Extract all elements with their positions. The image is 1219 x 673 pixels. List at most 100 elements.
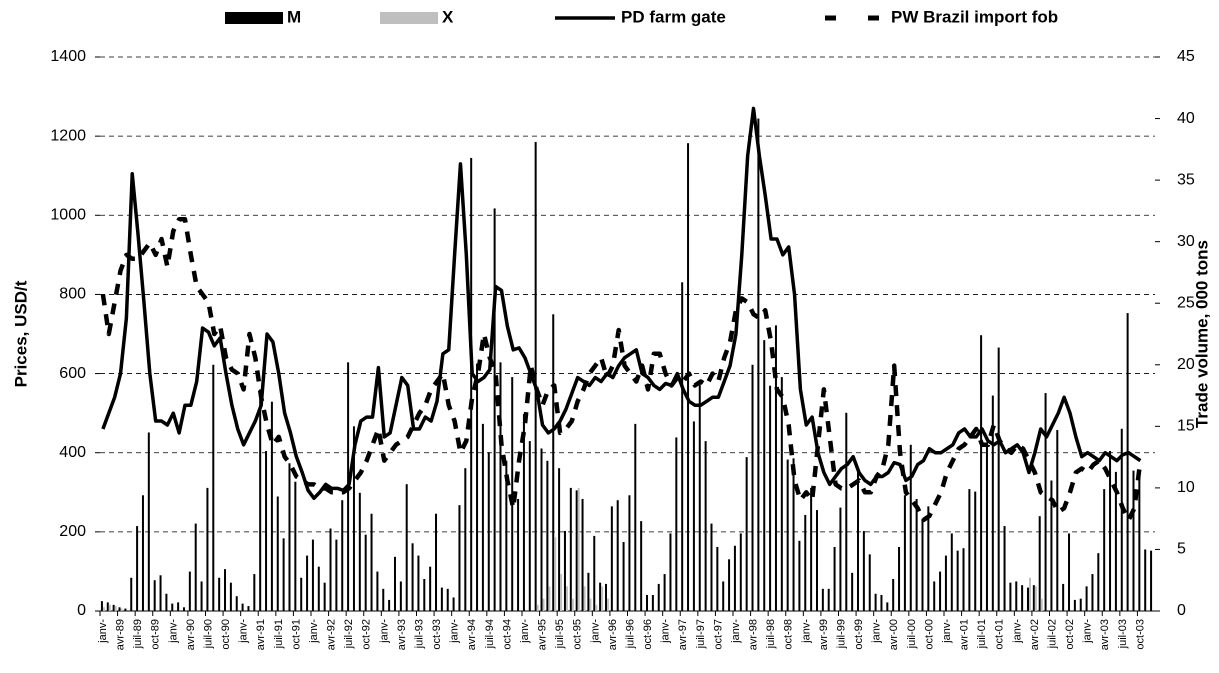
bar [563,530,566,611]
bar [540,448,543,611]
bar [247,606,250,611]
bar [833,546,836,611]
bar [751,364,754,611]
bar [171,603,174,611]
bar [1021,585,1024,611]
x-tick-label: avr-97 [677,619,689,650]
bar [370,513,373,611]
bar [880,594,883,611]
x-tick-label: juil-91 [273,619,285,649]
bar [1028,577,1031,611]
bar [1026,587,1029,611]
bar [733,545,736,611]
x-tick-label: janv- [800,619,812,644]
bar [423,578,426,611]
x-tick-label: oct-92 [361,619,373,650]
y-tick-label: 200 [59,523,86,540]
bar [933,581,936,611]
bar [542,598,545,611]
bar [100,601,103,611]
x-tick-label: avr-01 [959,619,971,650]
bar [604,583,607,611]
x-tick-label: avr-99 [818,619,830,650]
bar [364,534,367,611]
bar [575,490,578,611]
bar [1003,526,1006,611]
bar [411,543,414,611]
x-tick-label: juil-93 [413,619,425,649]
bar [815,510,818,611]
legend-swatch [380,12,438,24]
y2-tick-label: 0 [1177,602,1186,619]
bar [452,597,455,611]
y2-tick-label: 15 [1177,418,1195,435]
bar [874,593,877,611]
bar [974,491,977,611]
x-tick-label: oct-98 [783,619,795,650]
bar [265,450,268,611]
bar [710,523,713,611]
y-axis-title: Prices, USD/t [11,280,30,387]
bar [1103,489,1106,611]
bar [704,441,707,611]
x-tick-label: janv- [1011,619,1023,644]
bar [1073,599,1076,611]
legend-label: PW Brazil import fob [891,7,1058,26]
bar [722,581,725,611]
bar [1062,583,1065,611]
bar [329,528,332,611]
bar [692,421,695,611]
bar [1138,471,1141,611]
bar [581,498,584,611]
bar [282,538,285,611]
bar [493,208,496,611]
x-tick-label: avr-93 [396,619,408,650]
bar [120,608,123,611]
bar [1126,313,1129,611]
bar [565,586,568,611]
bar [634,423,637,611]
bar [862,530,865,611]
x-tick-label: janv- [308,619,320,644]
bar [589,598,592,611]
bar [571,598,574,611]
bar [341,500,344,611]
bar [311,539,314,611]
legend-label: X [442,7,454,26]
bar [1050,480,1053,611]
x-tick-label: avr-95 [537,619,549,650]
y2-tick-label: 35 [1177,171,1195,188]
x-tick-label: avr-02 [1029,619,1041,650]
y-tick-label: 1400 [50,48,86,65]
bar [780,377,783,611]
x-tick-label: avr-91 [255,619,267,650]
bar [177,602,180,611]
bar [405,484,408,611]
bar [124,608,127,611]
legend-label: PD farm gate [621,7,726,26]
bar [1144,549,1147,611]
bar [102,607,105,611]
bar [657,583,660,611]
bar [399,581,402,611]
bar [939,571,942,611]
bar [300,577,303,611]
bar [1040,598,1043,611]
bar [769,385,772,611]
bar [1097,553,1100,611]
x-tick-label: avr-89 [115,619,127,650]
y2-tick-label: 45 [1177,48,1195,65]
bar [393,556,396,611]
x-tick-label: juil-03 [1117,619,1129,649]
bar [839,507,842,611]
bar [640,521,643,611]
bar [610,506,613,611]
bar [1044,393,1047,611]
bar [253,574,256,611]
bar [628,495,631,611]
bar [827,588,830,611]
x-tick-label: avr-90 [185,619,197,650]
y-tick-label: 800 [59,286,86,303]
bar [1120,428,1123,611]
